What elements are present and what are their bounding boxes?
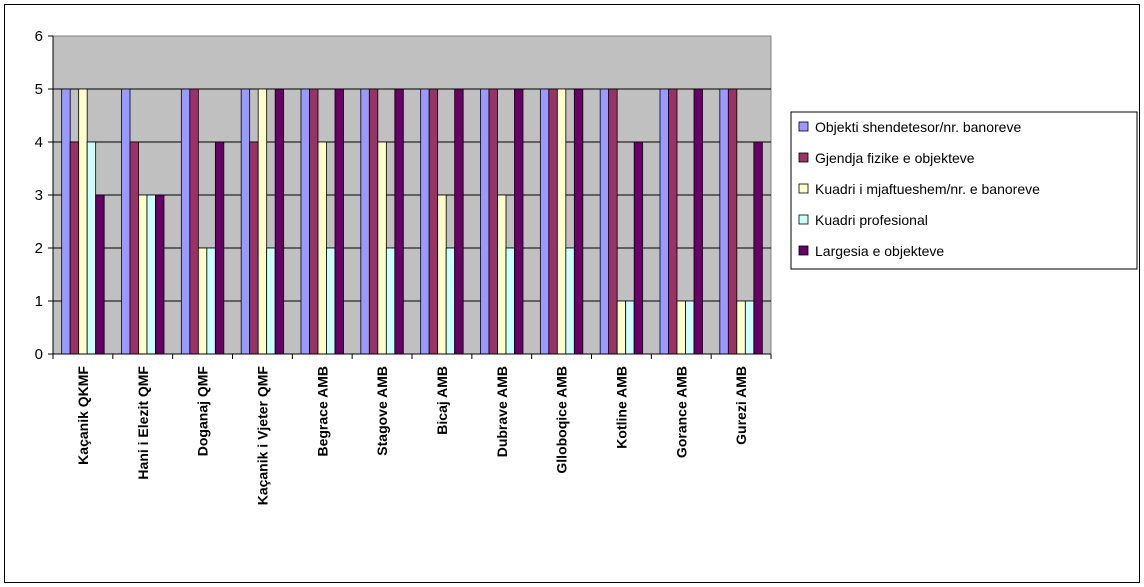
bar (78, 88, 88, 355)
bar (497, 194, 507, 355)
category-label: Gurezi AMB (733, 366, 749, 445)
category-label: Bicaj AMB (434, 366, 450, 435)
category-label: Kaçanik QKMF (75, 366, 91, 465)
legend-box (790, 111, 1138, 270)
bar (685, 300, 695, 355)
bar (514, 88, 524, 355)
bar (744, 300, 755, 355)
bar (753, 141, 763, 355)
legend-swatch (798, 183, 809, 194)
bar (676, 300, 686, 355)
legend: Objekti shendetesor/nr. banoreve Gjendja … (790, 111, 1138, 270)
bar (633, 141, 644, 355)
bar (95, 194, 105, 355)
bar (180, 88, 191, 355)
bar (608, 88, 618, 355)
category-label: Kotline AMB (613, 366, 629, 449)
bar (377, 141, 387, 355)
bar (214, 141, 225, 355)
bar (69, 141, 80, 355)
bar (368, 88, 379, 355)
category-labels: Kaçanik QKMF Hani i Elezit QMF Doganaj QMF… (75, 366, 749, 506)
bar (693, 88, 703, 355)
bar (616, 300, 627, 355)
bar (309, 88, 319, 355)
category-label: Doganaj QMF (195, 366, 211, 457)
bar (565, 247, 575, 355)
bar (121, 88, 131, 355)
bar (488, 88, 498, 355)
legend-label: Kuadri profesional (815, 212, 928, 228)
bar (556, 88, 567, 355)
y-tick-label: 5 (35, 81, 43, 98)
bar (326, 247, 336, 355)
bar (599, 88, 610, 355)
bar (257, 88, 268, 355)
bar (428, 88, 439, 355)
category-label: Gorance AMB (673, 366, 689, 458)
bar (394, 88, 404, 355)
bar (206, 247, 216, 355)
bar (317, 141, 327, 355)
legend-label: Gjendja fizike e objekteve (815, 150, 975, 166)
bar (505, 247, 515, 355)
legend-label: Largesia e objekteve (815, 243, 944, 259)
bar (300, 88, 310, 355)
bar (249, 141, 259, 355)
gridlines (53, 88, 771, 302)
bar (625, 300, 635, 355)
bar (548, 88, 558, 355)
legend-swatch (798, 214, 809, 225)
bar (539, 88, 550, 355)
category-label: Hani i Elezit QMF (135, 366, 151, 480)
bar (274, 88, 285, 355)
bar (266, 247, 276, 355)
bar (189, 88, 199, 355)
legend-label: Objekti shendetesor/nr. banoreve (815, 119, 1021, 135)
bar (719, 88, 729, 355)
category-label: Begrace AMB (314, 366, 330, 457)
y-tick-label: 3 (35, 187, 43, 204)
bar (420, 88, 430, 355)
y-tick-label: 0 (35, 346, 43, 363)
bar (454, 88, 464, 355)
category-label: Dubrave AMB (494, 366, 510, 457)
category-label: Stagove AMB (374, 366, 390, 456)
bar (360, 88, 370, 355)
y-tick-label: 1 (35, 293, 43, 310)
bar (727, 88, 738, 355)
bar (86, 141, 97, 355)
bar (385, 247, 396, 355)
bar (138, 194, 148, 355)
y-tick-label: 4 (35, 134, 43, 151)
axes (48, 35, 772, 359)
bar (197, 247, 208, 355)
legend-swatch (798, 121, 809, 132)
bar (334, 88, 344, 355)
bar (129, 141, 139, 355)
y-tick-label: 6 (35, 28, 43, 45)
bar (659, 88, 669, 355)
bars (61, 88, 763, 355)
y-tick-labels: 0 1 2 3 4 5 6 (35, 28, 43, 363)
bar (61, 88, 71, 355)
bar (445, 247, 456, 355)
bar (736, 300, 746, 355)
bar (573, 88, 584, 355)
category-label: Glloboqice AMB (554, 366, 570, 474)
bar (668, 88, 678, 355)
bar (480, 88, 490, 355)
legend-swatch (798, 152, 809, 163)
bar (437, 194, 447, 355)
category-label: Kaçanik i Vjeter QMF (254, 366, 270, 506)
bar (155, 194, 165, 355)
bar (240, 88, 251, 355)
bar (146, 194, 156, 355)
y-tick-label: 2 (35, 240, 43, 257)
legend-swatch (798, 245, 809, 256)
legend-label: Kuadri i mjaftueshem/nr. e banoreve (815, 181, 1040, 197)
